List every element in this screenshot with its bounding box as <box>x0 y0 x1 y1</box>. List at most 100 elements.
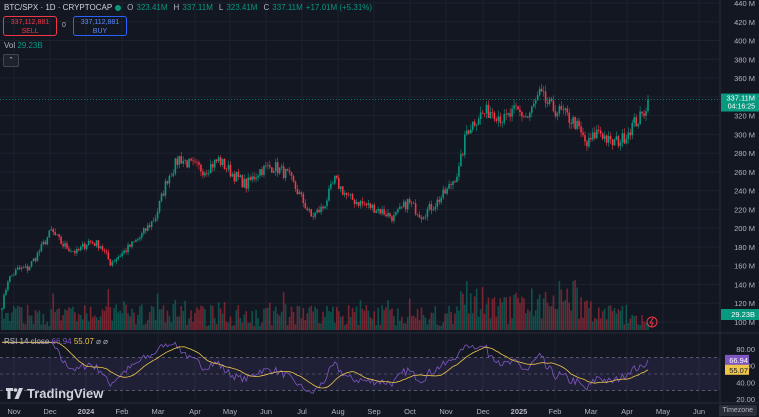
symbol-legend[interactable]: BTC/SPX · 1D · CRYPTOCAP O 323.41M H 337.1… <box>4 3 372 13</box>
volume-bar <box>280 311 283 330</box>
sell-button[interactable]: 337,112,881 SELL <box>3 16 57 36</box>
volume-bar <box>509 296 511 330</box>
candle-body <box>32 258 35 262</box>
price-axis-tick: 440 M <box>734 0 755 8</box>
volume-bar <box>196 307 198 330</box>
volume-bar <box>466 281 468 330</box>
candle-body <box>255 177 257 180</box>
candle-body <box>288 170 291 173</box>
candle-body <box>491 112 494 113</box>
candle-body <box>467 130 470 134</box>
candle-body <box>42 241 45 245</box>
volume-bar <box>336 306 338 330</box>
time-axis-label: 2025 <box>511 407 528 416</box>
volume-bar <box>310 305 313 330</box>
candle-body <box>206 173 208 174</box>
volume-bar <box>209 305 212 330</box>
volume-bar <box>475 288 478 330</box>
collapse-legend-button[interactable]: ⌃ <box>3 54 19 67</box>
volume-bar <box>211 305 214 330</box>
volume-legend[interactable]: Vol 29.23B <box>4 41 43 51</box>
candle-body <box>7 281 9 290</box>
volume-bar <box>115 304 118 330</box>
time-axis-label: Feb <box>116 407 129 416</box>
volume-bar <box>83 305 86 330</box>
candle-body <box>564 108 567 111</box>
candle-body <box>558 106 561 114</box>
volume-bar <box>38 310 41 330</box>
price-axis-tick: 260 M <box>734 168 755 177</box>
candles-group <box>1 83 649 310</box>
candle-body <box>481 112 484 114</box>
candle-body <box>595 129 598 139</box>
volume-bar <box>30 315 33 330</box>
volume-bar <box>221 313 224 330</box>
volume-bar <box>200 305 202 330</box>
spread-value: 0 <box>62 22 66 29</box>
price-axis-tick: 400 M <box>734 37 755 46</box>
volume-bar <box>330 311 332 330</box>
volume-bar <box>564 299 567 330</box>
candle-body <box>609 135 612 140</box>
candle-body <box>560 106 563 110</box>
volume-bar <box>168 316 171 330</box>
volume-bar <box>369 317 372 330</box>
candle-body <box>466 130 468 135</box>
time-axis-label: Dec <box>43 407 57 416</box>
volume-bar <box>647 324 649 330</box>
timezone-button[interactable]: Timezone <box>718 405 757 416</box>
volume-bar <box>176 316 179 330</box>
candle-body <box>462 154 464 155</box>
volume-bar <box>641 315 643 330</box>
candle-body <box>450 184 452 185</box>
candle-body <box>5 289 7 295</box>
volume-bar <box>383 309 385 330</box>
time-axis-label: May <box>656 407 670 416</box>
buy-button[interactable]: 337,112,881 BUY <box>73 16 127 36</box>
volume-bar <box>434 306 437 330</box>
volume-bar <box>365 305 368 330</box>
volume-bar <box>454 313 456 330</box>
candle-body <box>592 132 594 140</box>
volume-bar <box>64 309 66 330</box>
candle-body <box>204 173 206 176</box>
time-axis-label: Apr <box>621 407 633 416</box>
volume-bar <box>635 315 637 330</box>
candle-body <box>562 109 565 111</box>
volume-bar <box>219 308 222 330</box>
candle-body <box>385 214 387 217</box>
volume-bar <box>404 323 407 330</box>
candle-body <box>11 275 13 277</box>
time-axis-label: Mar <box>585 407 598 416</box>
volume-bar <box>473 296 476 330</box>
visibility-icon[interactable]: ⌀ ⌀ <box>96 337 108 346</box>
symbol-title[interactable]: BTC/SPX · 1D · CRYPTOCAP <box>4 3 113 12</box>
volume-bar <box>613 307 616 330</box>
candle-body <box>215 159 218 162</box>
volume-bar <box>548 306 551 330</box>
tradingview-logo[interactable]: TradingView <box>6 386 103 401</box>
volume-bar <box>107 289 110 330</box>
candle-body <box>28 266 31 271</box>
candle-body <box>79 246 82 251</box>
candle-body <box>286 168 289 171</box>
volume-bar <box>109 307 112 330</box>
volume-bar <box>334 322 336 330</box>
current-price-label: 337.11M <box>726 94 755 103</box>
candle-body <box>16 267 19 270</box>
volume-bar <box>113 308 116 330</box>
candle-body <box>152 220 155 222</box>
candle-body <box>290 172 293 177</box>
rsi-legend[interactable]: RSI 14 close 66.94 55.07 ⌀ ⌀ <box>4 337 108 347</box>
volume-bar <box>182 310 184 330</box>
volume-bar <box>499 298 502 330</box>
candle-body <box>158 200 161 212</box>
volume-bar <box>507 324 509 330</box>
volume-bar <box>276 313 279 330</box>
volume-bar <box>154 319 157 330</box>
volume-bar <box>464 304 466 330</box>
candle-body <box>339 186 342 189</box>
candle-body <box>172 173 175 176</box>
rsi-value-badge-label: 66.94 <box>729 356 748 365</box>
